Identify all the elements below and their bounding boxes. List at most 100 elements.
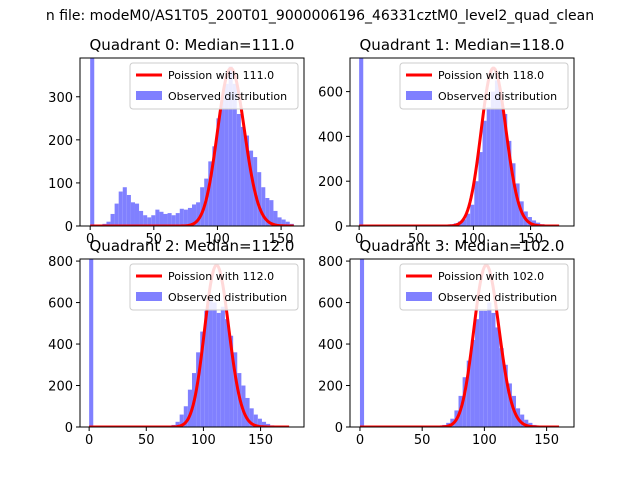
histogram-bar <box>204 310 209 427</box>
histogram-bar <box>474 319 480 427</box>
quadrant-2-legend: Poission with 112.0 Observed distribution <box>129 263 299 311</box>
histogram-bar <box>179 208 184 226</box>
histogram-bar <box>479 310 484 427</box>
legend-poisson-label: Poission with 118.0 <box>438 69 544 82</box>
histogram-bar <box>253 414 258 427</box>
histogram-bar <box>175 213 180 226</box>
histogram-bar <box>470 339 475 427</box>
x-tick-label: 100 <box>191 433 216 448</box>
x-tick-label: 150 <box>269 232 294 247</box>
histogram-bar <box>134 203 140 226</box>
histogram-bar <box>110 213 115 226</box>
histogram-bar <box>359 259 365 427</box>
quadrant-2-chart: 0 50 100 150 0 200 400 600 800 Quadrant 2: Median… <box>48 237 305 448</box>
histogram-bar <box>478 152 483 226</box>
histogram-bar <box>499 348 504 427</box>
x-tick-label: 50 <box>138 433 155 448</box>
histogram-bar <box>462 219 467 226</box>
histogram-bar <box>208 161 213 226</box>
legend-histogram-label: Observed distribution <box>438 90 557 103</box>
poisson-curve-line <box>359 263 560 427</box>
histogram-bar <box>503 364 508 427</box>
quadrant-2-title: Quadrant 2: Median=112.0 <box>90 237 295 255</box>
histogram-bar <box>220 96 225 226</box>
histogram-bar <box>196 352 201 427</box>
axes-frame <box>79 258 305 428</box>
x-tick-label: 150 <box>534 433 559 448</box>
histogram-bar <box>524 419 529 427</box>
histogram-bar <box>212 146 217 226</box>
histogram-bar <box>487 302 492 427</box>
histogram-bar <box>200 187 205 226</box>
legend-poisson-label: Poission with 112.0 <box>168 270 274 283</box>
histogram-bar <box>495 327 500 427</box>
histogram-bar <box>257 418 262 427</box>
y-tick-label: 0 <box>65 421 73 436</box>
y-tick-label: 400 <box>48 338 73 353</box>
quadrant-1-legend: Poission with 118.0 Observed distribution <box>399 62 569 110</box>
histogram-bar <box>89 259 94 427</box>
legend-box <box>399 263 569 311</box>
legend-histogram-label: Observed distribution <box>438 291 557 304</box>
quadrant-0-title: Quadrant 0: Median=111.0 <box>90 36 295 54</box>
y-tick-label: 400 <box>318 130 343 145</box>
legend-box <box>129 263 299 311</box>
y-tick-label: 200 <box>318 380 343 395</box>
histogram-bar <box>163 213 168 226</box>
histogram-bar <box>229 335 234 427</box>
legend-histogram-swatch <box>406 292 432 301</box>
histogram-bar <box>507 140 512 226</box>
y-tick-label: 200 <box>48 134 73 149</box>
quadrant-2-plot-area <box>88 259 290 427</box>
histogram-bar <box>155 209 160 226</box>
histogram-bar <box>216 118 221 226</box>
legend-histogram-label: Observed distribution <box>168 90 287 103</box>
poisson-curve-line <box>89 66 295 226</box>
y-tick-label: 600 <box>48 297 73 312</box>
histogram-bar <box>187 389 192 427</box>
histogram-bar <box>159 211 164 226</box>
histogram-bar <box>143 215 148 226</box>
y-tick-label: 100 <box>48 177 73 192</box>
histogram-bar <box>269 200 274 226</box>
y-tick-label: 200 <box>48 380 73 395</box>
y-tick-label: 0 <box>65 220 73 235</box>
histogram-bar <box>470 204 475 226</box>
histogram-bar <box>228 66 233 226</box>
histogram-bar <box>183 209 188 226</box>
histogram-bar <box>245 397 250 427</box>
legend-histogram-swatch <box>406 91 432 100</box>
x-tick-label: 0 <box>85 433 93 448</box>
histogram-bar <box>285 221 290 226</box>
quadrant-0-chart: 0 50 100 150 0 100 200 300 Quadrant 0: Median=11… <box>48 36 305 247</box>
histogram-bar <box>196 202 201 226</box>
quadrant-3-plot-area <box>359 259 560 427</box>
histogram-bar <box>277 217 282 226</box>
legend-box <box>399 62 569 110</box>
histogram-bar <box>244 135 250 226</box>
legend-poisson-label: Poission with 111.0 <box>168 69 274 82</box>
histogram-bar <box>486 107 491 226</box>
histogram-bar <box>520 414 525 427</box>
x-tick-label: 100 <box>472 433 497 448</box>
histogram-bar <box>130 202 135 226</box>
histogram-bar <box>139 210 144 226</box>
histogram-bar <box>179 414 184 427</box>
histogram-bar <box>507 383 512 427</box>
legend-histogram-swatch <box>136 292 162 301</box>
histogram-bar <box>106 221 111 226</box>
histogram-bar <box>212 302 217 427</box>
y-tick-label: 0 <box>335 220 343 235</box>
axes-frame <box>349 258 575 428</box>
histogram-bar <box>531 220 537 226</box>
histogram-bar <box>261 187 266 226</box>
y-tick-label: 600 <box>318 86 343 101</box>
histogram-bar <box>183 406 188 427</box>
y-tick-label: 800 <box>318 255 343 270</box>
x-tick-label: 150 <box>248 433 273 448</box>
histogram-bar <box>499 93 504 226</box>
y-tick-label: 300 <box>48 91 73 106</box>
histogram-bar <box>240 126 245 226</box>
histogram-bar <box>462 377 467 427</box>
